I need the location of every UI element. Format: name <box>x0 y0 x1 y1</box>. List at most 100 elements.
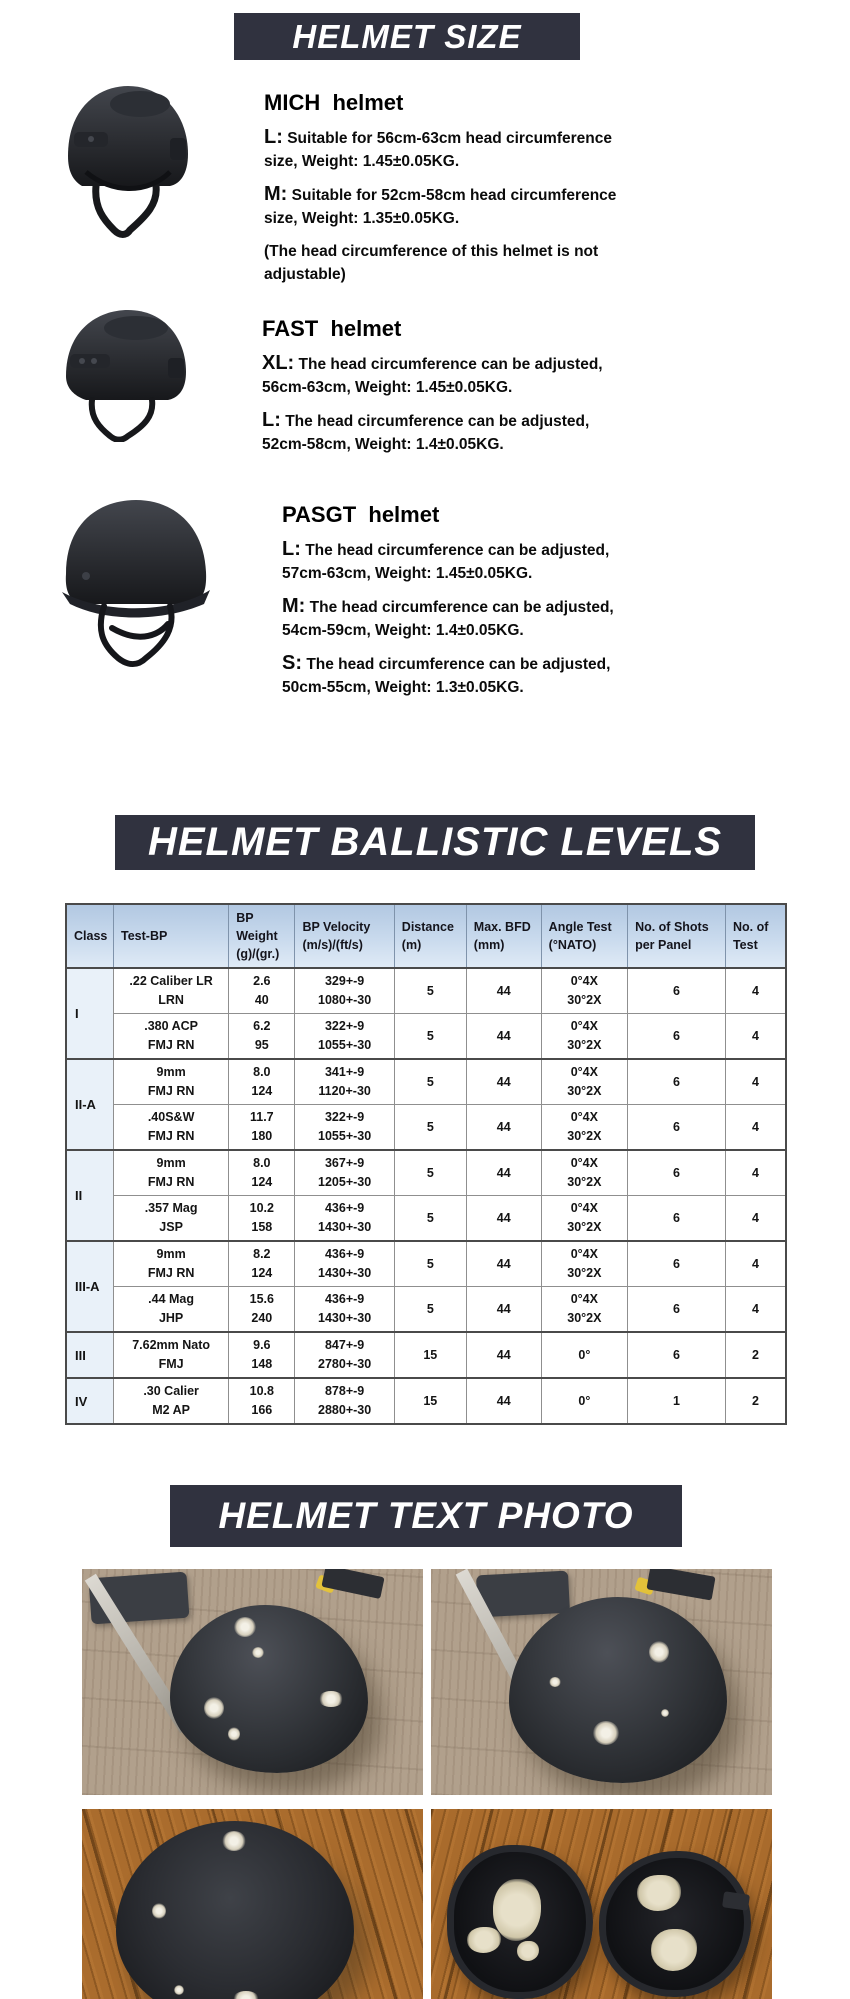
pasgt-helmet-illustration <box>62 500 210 667</box>
pasgt-helmet-name: PASGT helmet <box>282 502 440 527</box>
data-cell: 6 <box>627 1240 726 1287</box>
data-cell: 8.0 124 <box>228 1149 296 1196</box>
data-cell: 0°4X 30°2X <box>540 1149 629 1196</box>
data-cell: 44 <box>465 1286 542 1333</box>
deformation-mark <box>637 1875 681 1911</box>
column-header: Angle Test (°NATO) <box>540 903 629 969</box>
data-cell: 1 <box>627 1377 726 1425</box>
helmet-shell-interior <box>599 1851 751 1997</box>
data-cell: 878+-9 2880+-30 <box>294 1377 395 1425</box>
data-cell: 6 <box>627 1013 726 1060</box>
data-cell: 5 <box>393 1286 467 1333</box>
table-row: II-A 9mm FMJ RN 8.0 124 341+-9 1120+-30 5 44 0… <box>65 1058 787 1151</box>
fast-helmet-section: FAST helmet XL: The head circumference c… <box>0 302 850 466</box>
column-header: No. of Test <box>724 903 787 969</box>
tested-helmet <box>509 1597 727 1783</box>
size-label: M: <box>282 595 306 617</box>
impact-mark <box>593 1721 619 1745</box>
size-description: Suitable for 56cm-63cm head circumferenc… <box>264 130 612 170</box>
fast-helmet-image <box>52 302 200 447</box>
mich-helmet-name: MICH helmet <box>264 90 404 115</box>
data-cell: 0°4X 30°2X <box>540 967 629 1014</box>
data-cell: 44 <box>465 1058 542 1105</box>
table-row: .44 Mag JHP 15.6 240 436+-9 1430+-30 5 44 0°4… <box>66 1286 787 1333</box>
data-cell: 5 <box>393 967 467 1014</box>
size-label: S: <box>282 652 302 674</box>
data-cell: 9.6 148 <box>228 1331 296 1379</box>
size-description: The head circumference can be adjusted, … <box>282 656 611 696</box>
data-cell: 2 <box>724 1377 787 1425</box>
data-cell: 44 <box>465 1149 542 1196</box>
background-object <box>321 1569 385 1599</box>
section-header-ballistic-levels: HELMET BALLISTIC LEVELS <box>115 815 755 870</box>
data-cell: 2 <box>724 1331 787 1379</box>
table-row: .40S&W FMJ RN 11.7 180 322+-9 1055+-30 5 44 0… <box>66 1104 787 1151</box>
class-cell: II-A <box>65 1058 115 1151</box>
impact-mark <box>661 1709 669 1717</box>
table-row: II 9mm FMJ RN 8.0 124 367+-9 1205+-30 5 44 0°4… <box>65 1149 787 1242</box>
data-cell: 44 <box>465 1013 542 1060</box>
class-cell: III <box>65 1331 115 1379</box>
mich-spec-m: M: Suitable for 52cm-58cm head circumfer… <box>264 183 638 230</box>
pasgt-spec-m: M: The head circumference can be adjuste… <box>282 595 656 642</box>
data-cell: .357 Mag JSP <box>113 1195 230 1242</box>
table-row: I .22 Caliber LR LRN 2.6 40 329+-9 1080+-30… <box>65 967 787 1060</box>
size-label: L: <box>282 538 301 560</box>
section-title-test-photo: HELMET TEXT PHOTO <box>218 1495 634 1536</box>
table-row: III 7.62mm Nato FMJ 9.6 148 847+-9 2780+-30… <box>65 1331 787 1379</box>
data-cell: 322+-9 1055+-30 <box>294 1013 395 1060</box>
data-cell: 0° <box>540 1331 629 1379</box>
fast-helmet-name: FAST helmet <box>262 316 402 341</box>
class-cell: III-A <box>65 1240 115 1333</box>
test-photo-helmet-top-view <box>82 1809 423 1999</box>
column-header: No. of Shots per Panel <box>627 903 726 969</box>
data-cell: 11.7 180 <box>228 1104 296 1151</box>
data-cell: 0°4X 30°2X <box>540 1240 629 1287</box>
section-title-ballistic-levels: HELMET BALLISTIC LEVELS <box>147 820 723 864</box>
data-cell: 0°4X 30°2X <box>540 1195 629 1242</box>
data-cell: 6 <box>627 1058 726 1105</box>
data-cell: 0° <box>540 1377 629 1425</box>
data-cell: 436+-9 1430+-30 <box>294 1286 395 1333</box>
impact-mark <box>318 1691 344 1707</box>
test-photo-helmet-shells-interior <box>431 1809 772 1999</box>
data-cell: 341+-9 1120+-30 <box>294 1058 395 1105</box>
impact-mark <box>649 1641 669 1663</box>
header-row: Class Test-BP BP Weight (g)/(gr.) BP Veloci… <box>65 903 787 969</box>
column-header: Max. BFD (mm) <box>465 903 542 969</box>
tested-helmet <box>170 1605 368 1773</box>
data-cell: 9mm FMJ RN <box>113 1149 230 1196</box>
fast-helmet-info: FAST helmet XL: The head circumference c… <box>262 302 636 466</box>
data-cell: 4 <box>724 1058 787 1105</box>
mich-spec-l: L: Suitable for 56cm-63cm head circumfer… <box>264 126 638 173</box>
impact-mark <box>549 1677 561 1687</box>
data-cell: 436+-9 1430+-30 <box>294 1240 395 1287</box>
data-cell: 0°4X 30°2X <box>540 1286 629 1333</box>
mich-helmet-illustration <box>68 86 188 238</box>
data-cell: 4 <box>724 967 787 1014</box>
data-cell: 44 <box>465 1104 542 1151</box>
table-body: I .22 Caliber LR LRN 2.6 40 329+-9 1080+-30… <box>65 967 787 1425</box>
data-cell: 44 <box>465 1331 542 1379</box>
impact-mark <box>228 1727 240 1741</box>
data-cell: 329+-9 1080+-30 <box>294 967 395 1014</box>
impact-mark <box>152 1903 166 1919</box>
section-title-helmet-size: HELMET SIZE <box>292 17 522 55</box>
size-description: Suitable for 52cm-58cm head circumferenc… <box>264 187 617 227</box>
deformation-mark <box>467 1927 501 1953</box>
table-row: .380 ACP FMJ RN 6.2 95 322+-9 1055+-30 5 44 0… <box>66 1013 787 1060</box>
pasgt-helmet-section: PASGT helmet L: The head circumference c… <box>0 488 850 723</box>
impact-mark <box>232 1991 260 1999</box>
size-description: The head circumference can be adjusted, … <box>262 356 603 396</box>
data-cell: 5 <box>393 1240 467 1287</box>
background-object <box>646 1569 716 1601</box>
data-cell: 5 <box>393 1149 467 1196</box>
table-header-row: Class Test-BP BP Weight (g)/(gr.) BP Veloci… <box>65 903 787 969</box>
size-label: L: <box>264 126 283 148</box>
size-label: L: <box>262 409 281 431</box>
data-cell: 10.8 166 <box>228 1377 296 1425</box>
data-cell: 6 <box>627 967 726 1014</box>
data-cell: 5 <box>393 1195 467 1242</box>
data-cell: 6 <box>627 1195 726 1242</box>
data-cell: 44 <box>465 1195 542 1242</box>
